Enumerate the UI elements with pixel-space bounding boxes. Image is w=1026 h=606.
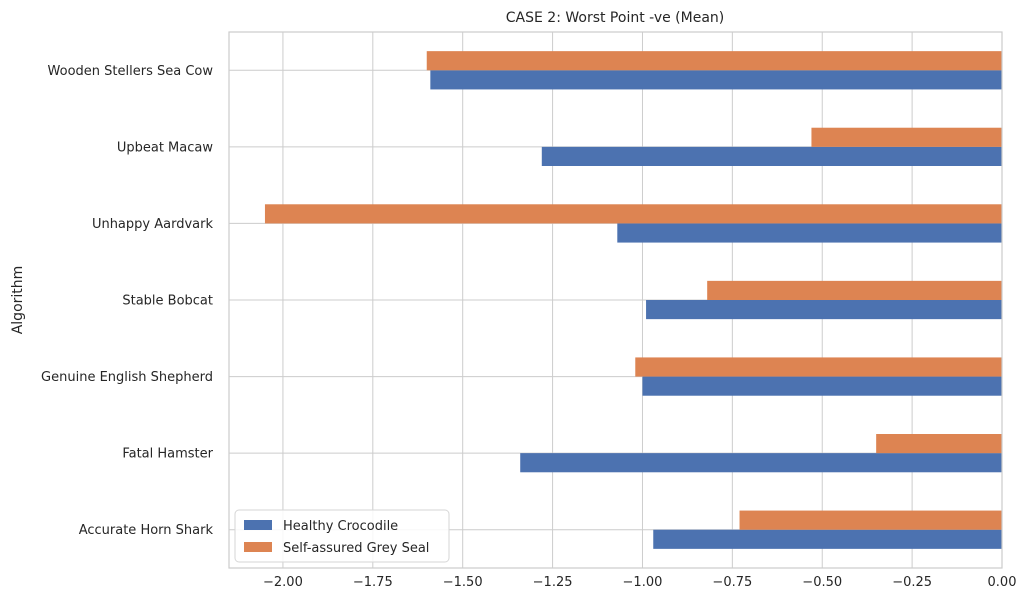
bar xyxy=(646,300,1002,320)
x-tick-label: −0.75 xyxy=(712,575,752,590)
x-tick-label: −0.25 xyxy=(892,575,932,590)
y-category-label: Wooden Stellers Sea Cow xyxy=(48,64,214,79)
y-category-label: Fatal Hamster xyxy=(122,447,213,462)
plot-frame xyxy=(228,31,1003,569)
legend: Healthy Crocodile Self-assured Grey Seal xyxy=(234,509,450,563)
y-category-label: Stable Bobcat xyxy=(122,294,213,309)
bar xyxy=(426,51,1003,71)
x-tick-label: 0.00 xyxy=(988,575,1017,590)
y-category-labels: Accurate Horn Shark Fatal Hamster Genuine … xyxy=(41,64,214,538)
x-tick-label: −1.00 xyxy=(623,575,663,590)
bar xyxy=(264,204,1002,224)
chart-title: CASE 2: Worst Point -ve (Mean) xyxy=(506,10,725,26)
y-category-label: Upbeat Macaw xyxy=(117,140,214,155)
bar xyxy=(707,280,1002,300)
legend-box xyxy=(234,509,450,563)
bars xyxy=(264,51,1003,549)
legend-swatch xyxy=(244,542,272,552)
bar xyxy=(876,434,1002,454)
x-tick-label: −2.00 xyxy=(263,575,303,590)
y-axis-label: Algorithm xyxy=(10,266,26,335)
bar xyxy=(739,510,1002,530)
x-tick-label: −1.25 xyxy=(533,575,573,590)
x-tick-label: −0.50 xyxy=(802,575,842,590)
bar xyxy=(541,146,1002,166)
bar xyxy=(642,376,1002,396)
bar xyxy=(617,223,1002,243)
bar xyxy=(635,357,1002,377)
bar xyxy=(811,127,1002,147)
legend-swatch xyxy=(244,520,272,530)
y-category-label: Unhappy Aardvark xyxy=(92,217,214,232)
bar xyxy=(653,529,1002,549)
bar xyxy=(520,453,1002,473)
x-tick-labels: −2.00 −1.75 −1.50 −1.25 −1.00 −0.75 −0.50 −0.25… xyxy=(263,575,1016,590)
x-tick-label: −1.75 xyxy=(353,575,393,590)
legend-label: Self-assured Grey Seal xyxy=(283,541,429,556)
plot-border xyxy=(228,31,1003,569)
bar xyxy=(430,70,1002,90)
y-category-label: Genuine English Shepherd xyxy=(41,370,213,385)
x-tick-label: −1.50 xyxy=(443,575,483,590)
legend-label: Healthy Crocodile xyxy=(283,519,398,534)
y-category-label: Accurate Horn Shark xyxy=(79,523,214,538)
